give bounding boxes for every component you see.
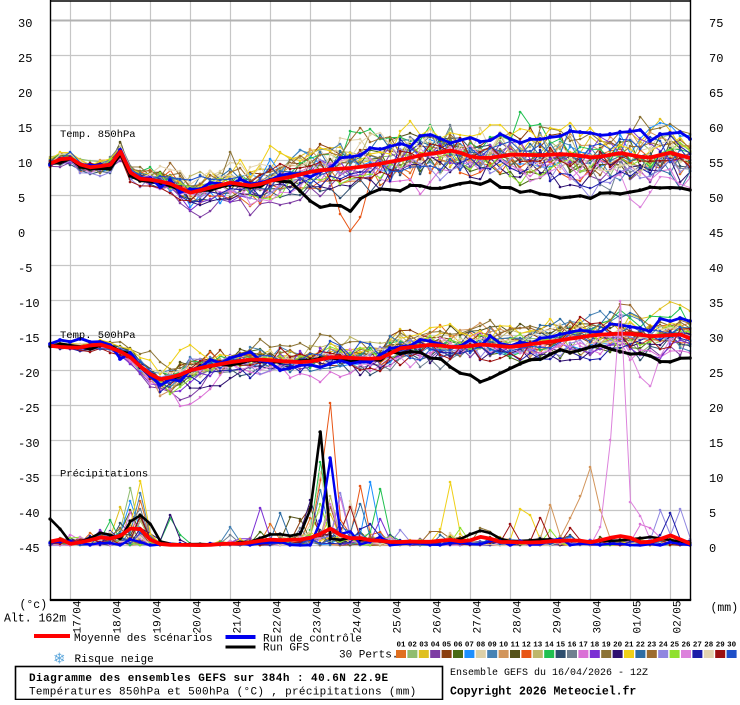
- svg-text:12: 12: [522, 642, 532, 650]
- svg-text:13: 13: [533, 642, 543, 650]
- svg-text:25: 25: [18, 52, 32, 66]
- svg-text:18: 18: [590, 642, 600, 650]
- svg-text:22: 22: [636, 642, 646, 650]
- svg-text:60: 60: [709, 122, 723, 136]
- svg-text:27: 27: [693, 642, 702, 650]
- svg-text:30 Perts.: 30 Perts.: [339, 650, 398, 662]
- svg-text:01/05: 01/05: [633, 600, 645, 633]
- svg-text:-40: -40: [18, 507, 40, 521]
- svg-text:30: 30: [18, 17, 32, 31]
- svg-text:08: 08: [476, 642, 486, 650]
- svg-text:75: 75: [709, 17, 723, 31]
- svg-text:19/04: 19/04: [153, 600, 165, 633]
- svg-text:28: 28: [704, 642, 714, 650]
- svg-text:01: 01: [396, 642, 406, 650]
- svg-text:-45: -45: [18, 542, 40, 556]
- svg-text:Risque neige: Risque neige: [75, 654, 154, 666]
- svg-text:5: 5: [709, 507, 716, 521]
- svg-text:Copyright 2026 Meteociel.fr: Copyright 2026 Meteociel.fr: [450, 686, 636, 699]
- svg-text:-10: -10: [18, 297, 40, 311]
- svg-text:-15: -15: [18, 332, 40, 346]
- svg-text:Précipitations: Précipitations: [60, 469, 148, 481]
- svg-text:(mm): (mm): [711, 602, 739, 615]
- svg-text:❄: ❄: [53, 652, 66, 669]
- svg-text:21/04: 21/04: [233, 600, 245, 633]
- svg-text:25: 25: [670, 642, 680, 650]
- svg-text:45: 45: [709, 227, 723, 241]
- svg-text:Ensemble GEFS du 16/04/2026 -: Ensemble GEFS du 16/04/2026 - 12Z: [450, 667, 648, 679]
- svg-text:20/04: 20/04: [193, 600, 205, 633]
- svg-text:17: 17: [579, 642, 588, 650]
- svg-text:Moyenne des scénarios: Moyenne des scénarios: [74, 633, 213, 645]
- svg-text:Temp. 850hPa: Temp. 850hPa: [60, 129, 136, 141]
- svg-text:(°c): (°c): [20, 599, 48, 612]
- svg-text:10: 10: [709, 472, 723, 486]
- svg-text:23: 23: [647, 642, 657, 650]
- svg-text:09: 09: [488, 642, 498, 650]
- svg-text:26: 26: [681, 642, 691, 650]
- svg-text:70: 70: [709, 52, 723, 66]
- svg-text:0: 0: [709, 542, 716, 556]
- svg-text:04: 04: [431, 642, 441, 650]
- svg-text:29/04: 29/04: [553, 600, 565, 633]
- svg-text:19: 19: [602, 642, 612, 650]
- svg-text:05: 05: [442, 642, 452, 650]
- svg-text:03: 03: [419, 642, 429, 650]
- svg-text:24/04: 24/04: [353, 600, 365, 633]
- svg-text:20: 20: [18, 87, 32, 101]
- svg-text:18/04: 18/04: [113, 600, 125, 633]
- svg-text:Temp. 500hPa: Temp. 500hPa: [60, 330, 136, 342]
- svg-text:22/04: 22/04: [273, 600, 285, 633]
- svg-text:17/04: 17/04: [73, 600, 85, 633]
- svg-text:Run de contrôle: Run de contrôle: [263, 634, 362, 646]
- svg-text:5: 5: [18, 192, 25, 206]
- svg-text:07: 07: [465, 642, 474, 650]
- svg-text:28/04: 28/04: [513, 600, 525, 633]
- svg-text:23/04: 23/04: [313, 600, 325, 633]
- svg-text:65: 65: [709, 87, 723, 101]
- svg-text:24: 24: [659, 642, 669, 650]
- svg-text:15: 15: [556, 642, 566, 650]
- svg-text:55: 55: [709, 157, 723, 171]
- svg-text:Diagramme des ensembles GEFS s: Diagramme des ensembles GEFS sur 384h : …: [29, 673, 389, 685]
- svg-text:14: 14: [545, 642, 555, 650]
- svg-text:50: 50: [709, 192, 723, 206]
- svg-text:29: 29: [716, 642, 726, 650]
- svg-text:26/04: 26/04: [433, 600, 445, 633]
- svg-text:30: 30: [709, 332, 723, 346]
- svg-text:-30: -30: [18, 437, 40, 451]
- svg-text:02: 02: [408, 642, 418, 650]
- svg-text:-35: -35: [18, 472, 40, 486]
- svg-text:25: 25: [709, 367, 723, 381]
- svg-text:-20: -20: [18, 367, 40, 381]
- svg-text:30/04: 30/04: [593, 600, 605, 633]
- svg-text:15: 15: [18, 122, 32, 136]
- svg-text:21: 21: [624, 642, 634, 650]
- svg-text:16: 16: [567, 642, 577, 650]
- svg-text:11: 11: [510, 642, 520, 650]
- svg-text:25/04: 25/04: [393, 600, 405, 633]
- svg-text:Températures 850hPa et 500hPa: Températures 850hPa et 500hPa (°C) , pré…: [29, 687, 417, 699]
- svg-text:Run GFS: Run GFS: [263, 643, 310, 655]
- svg-text:-5: -5: [18, 262, 32, 276]
- svg-text:02/05: 02/05: [673, 600, 685, 633]
- svg-text:10: 10: [18, 157, 32, 171]
- svg-text:-25: -25: [18, 402, 40, 416]
- svg-text:30: 30: [727, 642, 737, 650]
- svg-text:40: 40: [709, 262, 723, 276]
- svg-text:06: 06: [453, 642, 463, 650]
- svg-text:35: 35: [709, 297, 723, 311]
- svg-text:0: 0: [18, 227, 25, 241]
- svg-text:20: 20: [709, 402, 723, 416]
- svg-text:27/04: 27/04: [473, 600, 485, 633]
- svg-text:20: 20: [613, 642, 623, 650]
- svg-text:Alt. 162m: Alt. 162m: [4, 613, 66, 626]
- svg-text:10: 10: [499, 642, 509, 650]
- svg-text:15: 15: [709, 437, 723, 451]
